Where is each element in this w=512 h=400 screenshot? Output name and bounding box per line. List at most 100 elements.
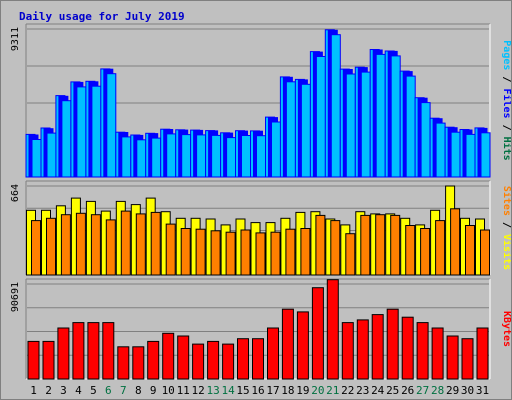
kbytes-bar-day-9 <box>147 340 160 380</box>
pages-bar-day-31 <box>480 132 491 178</box>
sites-bar-day-2 <box>46 217 56 276</box>
day-tick-7: 7 <box>120 384 127 397</box>
sites-bar-day-16 <box>255 232 266 276</box>
sites-bar-day-5 <box>90 214 101 276</box>
chart-title: Daily usage for July 2019 <box>19 10 185 23</box>
sites-bar-day-1 <box>31 220 41 276</box>
sites-bar-day-31 <box>480 229 490 276</box>
pages-bar-day-13 <box>211 134 222 178</box>
pages-bar-day-1 <box>31 139 42 178</box>
kbytes-bar-day-23 <box>356 319 369 380</box>
kbytes-bar-day-3 <box>57 327 70 380</box>
pages-bar-day-23 <box>360 71 371 178</box>
kbytes-bar-day-7 <box>117 346 130 380</box>
legend-segment: Sites <box>501 186 511 216</box>
kbytes-bar-day-30 <box>461 338 474 380</box>
kbytes-bar-day-5 <box>87 322 100 380</box>
day-tick-25: 25 <box>386 384 399 397</box>
sites-bar-day-30 <box>465 225 475 276</box>
sites-bar-day-28 <box>435 220 446 276</box>
pages-bar-day-15 <box>241 135 251 178</box>
sites-bar-day-6 <box>105 219 116 276</box>
kbytes-bar-day-8 <box>132 346 145 380</box>
kbytes-bar-day-20 <box>311 287 324 380</box>
day-tick-11: 11 <box>177 384 190 397</box>
pages-bar-day-19 <box>300 83 311 178</box>
visits-sites-legend-label: Sites / Visits <box>501 186 511 270</box>
pages-bar-day-22 <box>345 73 356 178</box>
day-tick-28: 28 <box>431 384 444 397</box>
kbytes-legend-label: KBytes <box>501 311 511 347</box>
kbytes-bar-day-25 <box>386 308 399 380</box>
kbytes-ymax-label: 90691 <box>10 282 21 312</box>
sites-bar-day-23 <box>360 214 371 276</box>
day-tick-10: 10 <box>162 384 175 397</box>
day-tick-1: 1 <box>30 384 37 397</box>
kbytes-panel: 90691 KBytes <box>10 278 511 380</box>
day-tick-18: 18 <box>281 384 294 397</box>
day-tick-22: 22 <box>341 384 354 397</box>
day-tick-9: 9 <box>150 384 157 397</box>
pages-bar-day-17 <box>271 121 281 178</box>
sites-bar-day-24 <box>375 214 386 276</box>
kbytes-bar-day-12 <box>192 343 205 380</box>
pages-bar-day-4 <box>76 86 87 178</box>
sites-bar-day-26 <box>405 225 416 276</box>
pages-bar-day-14 <box>226 137 237 178</box>
kbytes-bar-day-26 <box>401 316 414 380</box>
pages-bar-day-8 <box>136 139 147 178</box>
kbytes-bar-day-24 <box>371 314 384 380</box>
legend-segment: Visits <box>501 234 511 270</box>
day-tick-3: 3 <box>60 384 67 397</box>
day-tick-21: 21 <box>326 384 339 397</box>
day-tick-26: 26 <box>401 384 414 397</box>
kbytes-bar-day-31 <box>476 327 489 380</box>
visits-sites-ymax-label: 664 <box>10 184 21 202</box>
day-tick-15: 15 <box>236 384 249 397</box>
pages-bar-day-18 <box>285 81 296 178</box>
kbytes-bar-day-29 <box>446 335 459 380</box>
sites-bar-day-22 <box>345 233 356 276</box>
kbytes-bar-day-21 <box>326 279 339 380</box>
sites-bar-day-29 <box>450 208 461 276</box>
day-tick-16: 16 <box>251 384 264 397</box>
sites-bar-day-17 <box>270 231 281 276</box>
sites-bar-day-12 <box>195 228 206 276</box>
hits-files-pages-panel: 9311 Pages / Files / Hits <box>10 23 511 178</box>
kbytes-bar-day-10 <box>162 332 175 380</box>
sites-bar-day-19 <box>300 228 311 276</box>
day-tick-27: 27 <box>416 384 429 397</box>
pages-bar-day-2 <box>46 132 57 178</box>
kbytes-bar-day-13 <box>207 340 220 380</box>
day-tick-6: 6 <box>105 384 112 397</box>
day-tick-13: 13 <box>206 384 219 397</box>
pages-bar-day-27 <box>420 102 431 178</box>
day-tick-5: 5 <box>90 384 97 397</box>
chart-panels: 9311 Pages / Files / Hits 664 Sites / Visit… <box>10 23 511 380</box>
kbytes-bar-day-16 <box>252 338 264 380</box>
day-tick-2: 2 <box>45 384 52 397</box>
sites-bar-day-10 <box>165 223 176 276</box>
kbytes-bar-day-17 <box>267 327 279 380</box>
day-tick-19: 19 <box>296 384 309 397</box>
kbytes-bar-day-4 <box>72 322 85 380</box>
sites-bar-day-9 <box>150 211 161 276</box>
hits-files-pages-legend-label: Pages / Files / Hits <box>501 40 511 160</box>
day-tick-20: 20 <box>311 384 324 397</box>
kbytes-bar-day-11 <box>177 335 190 380</box>
day-tick-31: 31 <box>476 384 489 397</box>
pages-bar-day-7 <box>121 136 132 178</box>
sites-bar-day-20 <box>315 214 326 276</box>
pages-bar-day-9 <box>151 137 162 178</box>
sites-bar-day-8 <box>135 213 146 276</box>
kbytes-bar-day-27 <box>416 322 429 380</box>
sites-bar-day-14 <box>225 231 236 276</box>
kbytes-bar-day-19 <box>296 311 309 380</box>
sites-bar-day-27 <box>420 228 431 276</box>
day-tick-30: 30 <box>461 384 474 397</box>
sites-bar-day-25 <box>390 214 401 276</box>
day-tick-29: 29 <box>446 384 459 397</box>
pages-bar-day-30 <box>465 133 476 178</box>
pages-bar-day-29 <box>450 131 461 178</box>
